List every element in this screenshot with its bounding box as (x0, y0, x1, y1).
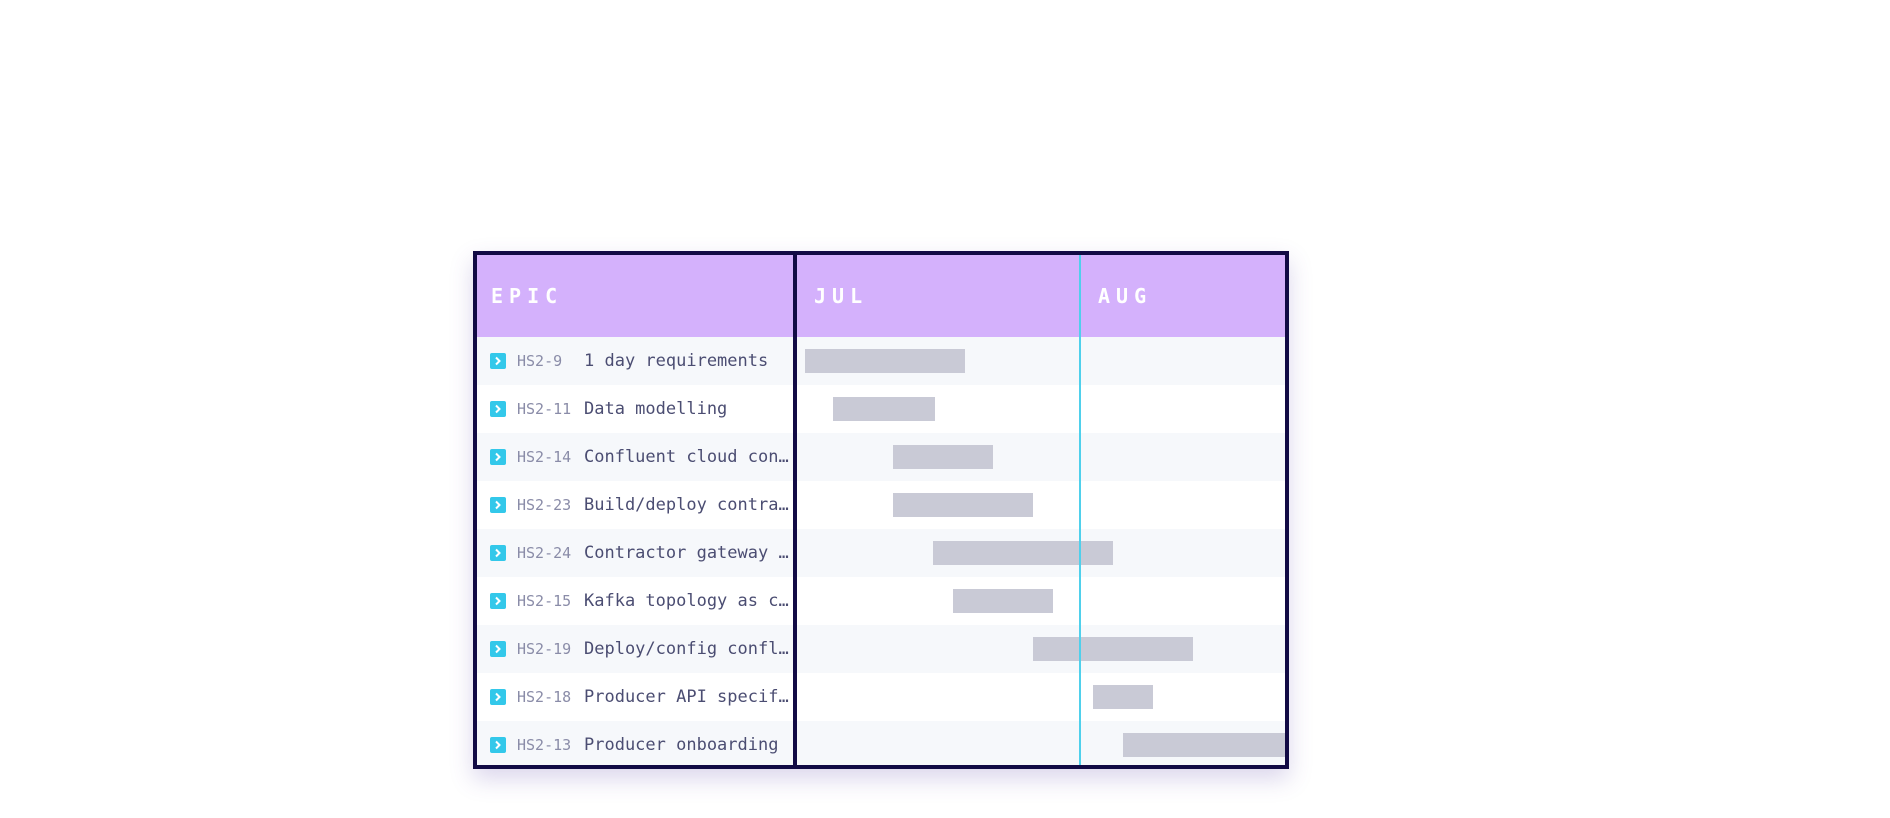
epic-icon (490, 449, 506, 465)
epic-icon (490, 593, 506, 609)
epic-key[interactable]: HS2-23 (517, 496, 572, 514)
epic-icon (490, 401, 506, 417)
epic-title[interactable]: 1 day requirements (584, 351, 769, 371)
epic-row[interactable]: HS2-13 Producer onboarding (477, 721, 1285, 765)
epic-key[interactable]: HS2-13 (517, 736, 572, 754)
epic-icon (490, 641, 506, 657)
epic-row[interactable]: HS2-11 Data modelling (477, 385, 1285, 433)
epic-title[interactable]: Build/deploy contractor gateway (584, 495, 792, 515)
epic-timeline-bar[interactable] (1033, 637, 1193, 661)
epic-row[interactable]: HS2-18 Producer API specification (477, 673, 1285, 721)
epic-key[interactable]: HS2-15 (517, 592, 572, 610)
epic-timeline-bar[interactable] (953, 589, 1053, 613)
epic-row[interactable]: HS2-24 Contractor gateway onboarding (477, 529, 1285, 577)
epic-timeline-bar[interactable] (1123, 733, 1285, 757)
epic-timeline-bar[interactable] (833, 397, 935, 421)
epic-row[interactable]: HS2-9 1 day requirements (477, 337, 1285, 385)
epic-key[interactable]: HS2-19 (517, 640, 572, 658)
today-marker-line (1079, 255, 1081, 765)
epic-key[interactable]: HS2-9 (517, 352, 563, 370)
epic-timeline-bar[interactable] (893, 493, 1033, 517)
epic-key[interactable]: HS2-11 (517, 400, 572, 418)
epic-icon (490, 689, 506, 705)
epic-rows: HS2-9 1 day requirements HS2-11 Data mod… (477, 337, 1285, 765)
epic-key[interactable]: HS2-18 (517, 688, 572, 706)
epic-title[interactable]: Producer API specification (584, 687, 792, 707)
epic-title[interactable]: Data modelling (584, 399, 728, 419)
epic-timeline-bar[interactable] (893, 445, 993, 469)
epic-row[interactable]: HS2-23 Build/deploy contractor gateway (477, 481, 1285, 529)
epic-key[interactable]: HS2-24 (517, 544, 572, 562)
timeline-header: EPIC JUL AUG (477, 255, 1285, 337)
epic-row[interactable]: HS2-15 Kafka topology as code (477, 577, 1285, 625)
epic-key[interactable]: HS2-14 (517, 448, 572, 466)
epic-title[interactable]: Kafka topology as code (584, 591, 792, 611)
epic-row[interactable]: HS2-14 Confluent cloud configuration (477, 433, 1285, 481)
epic-icon (490, 737, 506, 753)
epic-timeline-bar[interactable] (933, 541, 1113, 565)
month-header-jul: JUL (814, 284, 869, 308)
epic-title[interactable]: Confluent cloud configuration (584, 447, 792, 467)
epic-icon (490, 353, 506, 369)
epic-column-divider[interactable] (793, 255, 797, 765)
epic-timeline-bar[interactable] (1093, 685, 1153, 709)
epic-icon (490, 545, 506, 561)
epic-title[interactable]: Producer onboarding (584, 735, 779, 755)
epic-row[interactable]: HS2-19 Deploy/config confluent (477, 625, 1285, 673)
epic-title[interactable]: Deploy/config confluent (584, 639, 792, 659)
epic-icon (490, 497, 506, 513)
epic-title[interactable]: Contractor gateway onboarding (584, 543, 792, 563)
month-header-aug: AUG (1098, 284, 1153, 308)
epic-timeline-bar[interactable] (805, 349, 965, 373)
epic-column-header: EPIC (491, 284, 564, 308)
roadmap-gantt: EPIC JUL AUG HS2-9 1 day requirements HS… (473, 251, 1289, 769)
